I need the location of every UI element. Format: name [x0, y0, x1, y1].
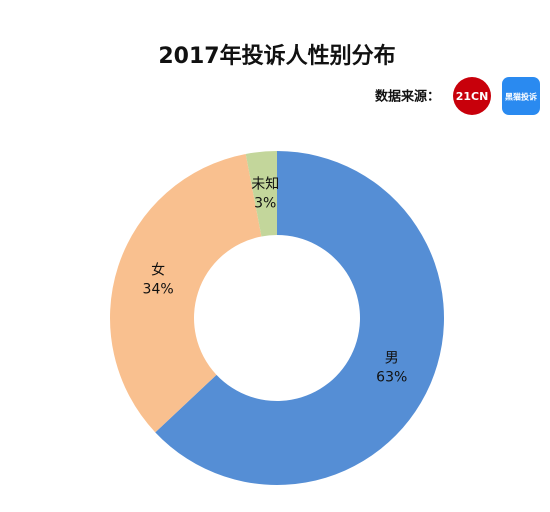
slice — [155, 151, 444, 485]
value-label: 3% — [254, 196, 276, 212]
logo-text: 黑猫投诉 — [505, 92, 537, 102]
slice-label: 男 — [385, 351, 399, 367]
source-label: 数据来源： — [375, 89, 440, 105]
chart-title: 2017年投诉人性别分布 — [158, 43, 395, 69]
logo-21cn — [453, 77, 491, 115]
logo-text: 21CN — [456, 90, 489, 103]
value-label: 34% — [143, 281, 174, 297]
slice-label: 女 — [151, 261, 165, 278]
slice — [245, 151, 277, 237]
slice — [109, 153, 262, 433]
slice-label: 未知 — [251, 176, 279, 193]
logo-heimao — [502, 77, 540, 115]
value-label: 63% — [376, 370, 407, 386]
